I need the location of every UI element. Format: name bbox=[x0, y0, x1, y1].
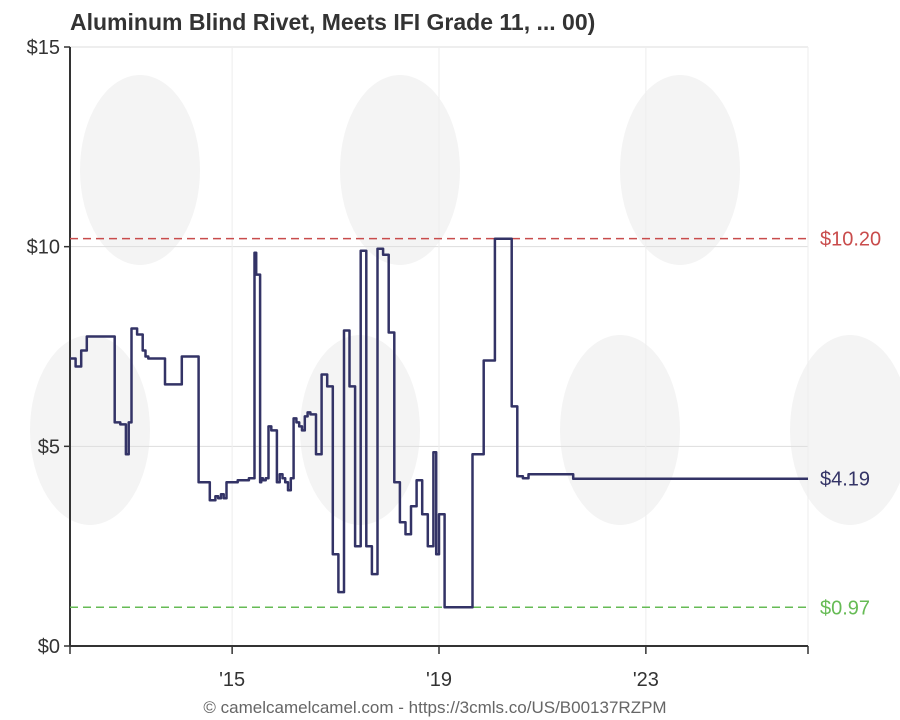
reference-lines bbox=[70, 237, 808, 609]
footer-credit: © camelcamelcamel.com - https://3cmls.co… bbox=[203, 698, 666, 717]
current-price-label: $4.19 bbox=[820, 469, 870, 491]
series-layer bbox=[70, 237, 808, 609]
background-watermark bbox=[30, 75, 900, 525]
chart-title: Aluminum Blind Rivet, Meets IFI Grade 11… bbox=[70, 9, 595, 35]
highest-price-label: $10.20 bbox=[820, 229, 881, 251]
axes bbox=[64, 46, 809, 654]
x-tick-label: '15 bbox=[219, 669, 245, 691]
price-series-line bbox=[70, 237, 808, 609]
x-tick-labels: '15 '19 '23 bbox=[219, 669, 659, 691]
y-tick-labels: $0 $5 $10 $15 bbox=[27, 37, 60, 658]
x-tick-label: '19 bbox=[426, 669, 452, 691]
lowest-price-label: $0.97 bbox=[820, 597, 870, 619]
y-tick-label: $15 bbox=[27, 37, 60, 59]
x-tick-label: '23 bbox=[633, 669, 659, 691]
y-tick-label: $5 bbox=[38, 436, 60, 458]
y-tick-label: $10 bbox=[27, 237, 60, 259]
right-value-labels: $10.20 $0.97 $4.19 bbox=[820, 229, 881, 620]
y-tick-label: $0 bbox=[38, 636, 60, 658]
